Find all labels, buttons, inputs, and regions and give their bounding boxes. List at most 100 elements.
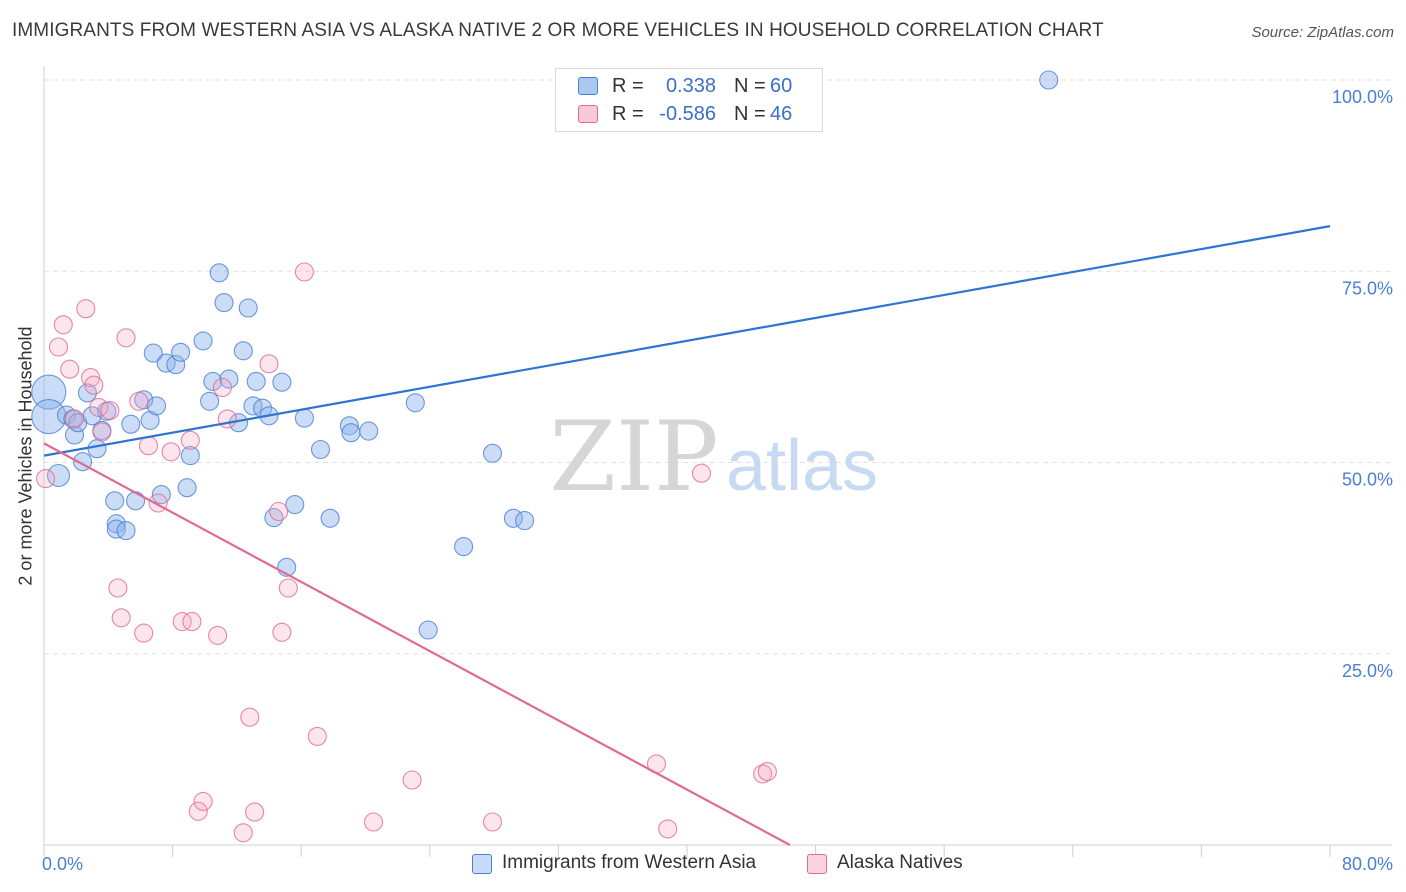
point-alaska-natives <box>269 501 289 522</box>
point-western-asia <box>203 371 223 391</box>
point-alaska-natives <box>402 770 422 790</box>
r-label: R = <box>612 75 644 97</box>
point-alaska-natives <box>64 409 85 429</box>
point-western-asia <box>106 519 126 539</box>
trendline-western-asia <box>43 225 1331 457</box>
point-alaska-natives <box>60 359 80 379</box>
point-alaska-natives <box>180 430 200 450</box>
point-western-asia <box>193 331 213 351</box>
point-western-asia <box>121 414 141 434</box>
trend-lines <box>43 225 1331 846</box>
point-western-asia <box>166 355 186 375</box>
source-credit: Source: ZipAtlas.com <box>1251 24 1394 41</box>
point-alaska-natives <box>111 608 131 628</box>
point-western-asia <box>126 491 146 511</box>
point-western-asia <box>140 410 160 430</box>
point-alaska-natives <box>753 764 773 784</box>
point-alaska-natives <box>658 819 678 839</box>
point-western-asia <box>214 293 234 313</box>
point-alaska-natives <box>188 801 208 821</box>
watermark-atlas: atlas <box>726 426 878 506</box>
point-western-asia <box>31 374 67 410</box>
point-alaska-natives <box>182 612 202 632</box>
point-alaska-natives <box>217 409 237 429</box>
point-western-asia <box>339 416 359 436</box>
x-tick-label: 80.0% <box>1342 854 1393 874</box>
point-western-asia <box>105 491 125 511</box>
point-western-asia <box>106 514 126 534</box>
stats-row-alaska-natives: R = -0.586 N = 46 <box>556 100 822 128</box>
point-alaska-natives <box>240 707 260 727</box>
n-value-western-asia: 60 <box>770 75 793 97</box>
point-western-asia <box>116 521 136 541</box>
point-alaska-natives <box>84 375 104 395</box>
point-alaska-natives <box>245 802 265 822</box>
point-alaska-natives <box>363 812 384 832</box>
point-alaska-natives <box>100 400 120 421</box>
point-western-asia <box>405 393 425 413</box>
r-value-western-asia: 0.338 <box>665 75 716 97</box>
data-points <box>31 70 1059 843</box>
grid <box>44 79 1392 655</box>
y-tick-label: 25.0% <box>1342 661 1393 681</box>
point-western-asia <box>171 342 191 362</box>
watermark: ZIP atlas <box>549 401 878 513</box>
point-western-asia <box>156 353 176 373</box>
point-alaska-natives <box>757 762 777 782</box>
point-western-asia <box>233 341 253 361</box>
swatch-western-asia <box>578 77 598 95</box>
point-western-asia <box>143 343 163 363</box>
point-alaska-natives <box>81 368 101 388</box>
point-alaska-natives <box>193 791 213 811</box>
point-alaska-natives <box>53 315 73 335</box>
r-label: R = <box>612 103 644 125</box>
point-alaska-natives <box>259 354 279 374</box>
point-western-asia <box>341 423 361 443</box>
point-alaska-natives <box>138 436 159 456</box>
point-western-asia <box>64 425 85 445</box>
point-western-asia <box>87 439 107 459</box>
legend-swatch-alaska-natives <box>807 854 827 874</box>
point-western-asia <box>146 396 167 416</box>
point-western-asia <box>238 298 258 318</box>
swatch-alaska-natives <box>578 105 598 123</box>
trendline-alaska-natives <box>43 442 791 846</box>
point-western-asia <box>272 372 292 392</box>
legend-label-western-asia: Immigrants from Western Asia <box>502 852 757 873</box>
x-tick-label: 0.0% <box>42 854 83 874</box>
y-tick-label: 100.0% <box>1332 87 1393 107</box>
n-label: N = <box>734 103 766 125</box>
point-alaska-natives <box>278 578 298 598</box>
tick-labels: 25.0% 50.0% 75.0% 100.0% 0.0% 80.0% <box>42 87 1393 874</box>
point-western-asia <box>515 511 535 531</box>
point-alaska-natives <box>36 469 56 489</box>
chart-title: IMMIGRANTS FROM WESTERN ASIA VS ALASKA N… <box>12 20 1104 41</box>
point-western-asia <box>454 537 474 557</box>
y-tick-label: 75.0% <box>1342 278 1393 298</box>
point-western-asia <box>246 371 266 391</box>
point-alaska-natives <box>272 622 292 642</box>
n-value-alaska-natives: 46 <box>770 103 793 125</box>
point-western-asia <box>320 508 340 528</box>
point-alaska-natives <box>76 299 96 319</box>
y-axis-label: 2 or more Vehicles in Household <box>15 326 36 586</box>
point-alaska-natives <box>691 463 712 483</box>
point-alaska-natives <box>294 262 314 282</box>
point-western-asia <box>46 463 71 488</box>
point-alaska-natives <box>89 397 109 417</box>
n-label: N = <box>734 75 766 97</box>
point-alaska-natives <box>161 442 181 462</box>
point-western-asia <box>77 383 97 403</box>
point-alaska-natives <box>48 337 69 357</box>
point-western-asia <box>310 439 331 460</box>
stats-legend: R = 0.338 N = 60 R = -0.586 N = 46 <box>555 68 823 132</box>
point-western-asia <box>177 478 197 498</box>
point-alaska-natives <box>108 578 128 598</box>
point-alaska-natives <box>212 377 232 398</box>
r-value-alaska-natives: -0.586 <box>659 103 716 125</box>
point-western-asia <box>359 421 379 441</box>
point-alaska-natives <box>482 812 503 832</box>
point-alaska-natives <box>134 623 154 643</box>
point-western-asia <box>294 408 314 428</box>
